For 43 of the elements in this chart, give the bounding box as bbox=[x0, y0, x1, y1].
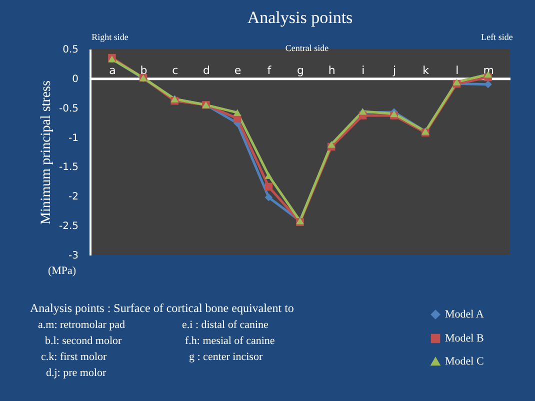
text: d.j: pre molor bbox=[46, 367, 107, 379]
y-tick-label: -1 bbox=[68, 132, 78, 144]
x-tick-label: h bbox=[328, 64, 336, 77]
point bbox=[264, 172, 273, 179]
x-tick-label: c bbox=[172, 64, 178, 77]
text: f.h: mesial of canine bbox=[185, 335, 275, 347]
point bbox=[264, 193, 273, 202]
x-tick-label: b bbox=[140, 64, 148, 77]
y-tick-label: -2 bbox=[68, 192, 78, 203]
text: g : center incisor bbox=[189, 351, 263, 363]
x-tick-label: l bbox=[456, 64, 459, 77]
chart-title: Analysis points bbox=[247, 8, 353, 27]
legend-label: Model A bbox=[445, 308, 484, 320]
text: Right side bbox=[92, 32, 128, 42]
legend-label: Model B bbox=[445, 332, 484, 344]
point bbox=[484, 80, 492, 88]
x-tick-label: j bbox=[392, 64, 396, 77]
legend-label: Model C bbox=[445, 356, 484, 368]
text: b.l: second molor bbox=[45, 335, 122, 347]
y-tick-label: -0.5 bbox=[58, 103, 78, 114]
y-tick-label: 0.5 bbox=[62, 44, 78, 56]
x-tick-label: f bbox=[267, 64, 272, 77]
text: Analysis points : Surface of cortical bone equivalent to bbox=[30, 301, 294, 315]
x-tick-label: e bbox=[234, 64, 242, 77]
x-tick-label: a bbox=[109, 64, 116, 77]
x-tick-label: g bbox=[297, 64, 304, 77]
annotation: Central side bbox=[285, 43, 329, 53]
x-tick-label: d bbox=[202, 64, 210, 77]
text: e.i : distal of canine bbox=[182, 319, 269, 331]
text: c.k: first molor bbox=[41, 351, 108, 363]
point bbox=[452, 78, 461, 86]
x-tick-label: i bbox=[362, 64, 365, 77]
x-tick-label: k bbox=[422, 64, 430, 77]
y-tick-label: -2.5 bbox=[58, 221, 78, 232]
y-tick-label: -1.5 bbox=[58, 162, 78, 174]
point bbox=[233, 109, 242, 116]
y-axis-title: Minimum principal stress bbox=[38, 80, 54, 224]
text: (MPa) bbox=[48, 265, 76, 277]
text: a.m: retromolar pad bbox=[38, 319, 126, 331]
text: Left side bbox=[481, 32, 513, 42]
point bbox=[264, 182, 273, 191]
y-tick-label: -3 bbox=[68, 250, 78, 262]
y-tick-label: 0 bbox=[72, 74, 78, 85]
